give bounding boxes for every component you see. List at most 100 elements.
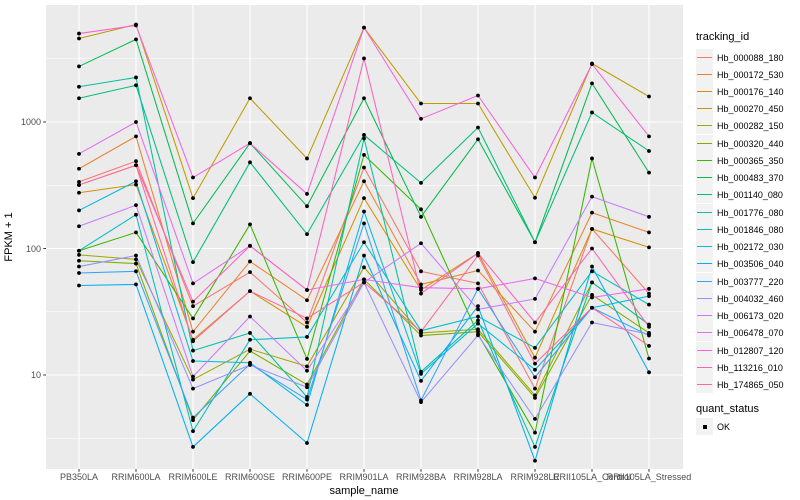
- legend-key-line-icon: [697, 366, 712, 368]
- data-point: [533, 355, 537, 360]
- data-point: [533, 320, 537, 325]
- x-axis-title: sample_name: [329, 485, 399, 497]
- data-point: [305, 325, 309, 329]
- data-point: [305, 288, 309, 292]
- data-point: [191, 429, 195, 434]
- data-point: [590, 210, 594, 215]
- data-point: [419, 291, 423, 296]
- data-point: [476, 304, 480, 309]
- data-point: [476, 93, 480, 98]
- data-point: [77, 271, 81, 275]
- data-point: [305, 368, 309, 373]
- data-point: [647, 245, 651, 250]
- data-point: [590, 194, 594, 199]
- legend-item-label: Hb_001776_080: [717, 207, 784, 218]
- data-point: [590, 246, 594, 251]
- data-point: [590, 280, 594, 285]
- data-point: [191, 329, 195, 334]
- x-tick-label: RRIM928LA: [453, 472, 503, 482]
- data-point: [362, 25, 366, 30]
- data-point: [647, 170, 651, 175]
- data-point: [305, 204, 309, 209]
- x-tick-label: RRIM600PE: [281, 472, 333, 482]
- data-point: [305, 320, 309, 325]
- legend-key: [696, 186, 713, 204]
- data-point: [590, 156, 594, 161]
- legend-key-line-icon: [697, 349, 712, 351]
- legend-item-label: Hb_174865_050: [717, 380, 784, 391]
- legend-title-quant-status: quant_status: [696, 403, 759, 415]
- data-point: [305, 232, 309, 236]
- legend-item-label: Hb_000176_140: [717, 86, 784, 97]
- y-tick-label: 1000: [20, 117, 41, 127]
- legend-key: [696, 238, 713, 256]
- legend-key-point-icon: [702, 424, 707, 429]
- data-point: [134, 37, 138, 42]
- data-point: [305, 385, 309, 390]
- data-point: [77, 208, 81, 213]
- legend-item-label: Hb_012807_120: [717, 345, 784, 356]
- data-point: [191, 339, 195, 344]
- data-point: [305, 403, 309, 407]
- x-tick-label: RRII105LA_Stressed: [606, 472, 692, 482]
- data-point: [362, 253, 366, 258]
- legend-key-line-icon: [697, 159, 712, 161]
- data-point: [362, 56, 366, 61]
- data-point: [248, 349, 252, 353]
- data-point: [476, 286, 480, 291]
- data-point: [590, 62, 594, 66]
- data-point: [533, 430, 537, 435]
- data-point: [533, 386, 537, 391]
- data-point: [590, 264, 594, 269]
- data-point: [533, 367, 537, 372]
- legend-key: [696, 289, 713, 307]
- data-point: [191, 260, 195, 265]
- data-point: [647, 370, 651, 375]
- y-tick-label: 10: [30, 370, 41, 380]
- x-tick-label: PB350LA: [59, 472, 99, 482]
- legend-key: [696, 117, 713, 135]
- data-point: [134, 269, 138, 274]
- data-point: [476, 268, 480, 273]
- data-point: [419, 372, 423, 376]
- data-point: [248, 391, 252, 396]
- data-point: [191, 359, 195, 363]
- legend-key-line-icon: [697, 228, 712, 230]
- legend-key-line-icon: [697, 332, 712, 334]
- x-tick-label: RRIM600LA: [111, 472, 161, 482]
- legend-key-line-icon: [697, 263, 712, 265]
- legend-key-line-icon: [697, 108, 712, 110]
- legend-key-line-icon: [697, 315, 712, 317]
- legend-key: [696, 151, 713, 169]
- data-point: [134, 212, 138, 217]
- data-point: [590, 226, 594, 231]
- legend-key: [696, 169, 713, 187]
- data-point: [305, 335, 309, 339]
- legend-key-line-icon: [697, 194, 712, 196]
- data-point: [419, 101, 423, 106]
- data-point: [533, 458, 537, 463]
- data-point: [362, 265, 366, 270]
- data-point: [533, 240, 537, 245]
- x-tick-label: RRIM600LE: [168, 472, 218, 482]
- data-point: [362, 221, 366, 226]
- data-point: [590, 110, 594, 115]
- data-point: [248, 363, 252, 367]
- data-point: [134, 120, 138, 124]
- legend-key: [696, 418, 713, 435]
- data-point: [590, 320, 594, 325]
- x-tick-label: RRIM928LE: [510, 472, 560, 482]
- data-point: [134, 159, 138, 164]
- data-point: [419, 282, 423, 287]
- legend-item-label: Hb_002172_030: [717, 242, 784, 253]
- data-point: [476, 321, 480, 326]
- legend-key-line-icon: [697, 125, 712, 127]
- data-point: [191, 316, 195, 321]
- data-point: [590, 269, 594, 274]
- data-point: [191, 386, 195, 391]
- data-point: [476, 125, 480, 130]
- legend-key: [696, 376, 713, 394]
- data-point: [533, 375, 537, 380]
- legend-key: [696, 65, 713, 83]
- data-point: [419, 181, 423, 185]
